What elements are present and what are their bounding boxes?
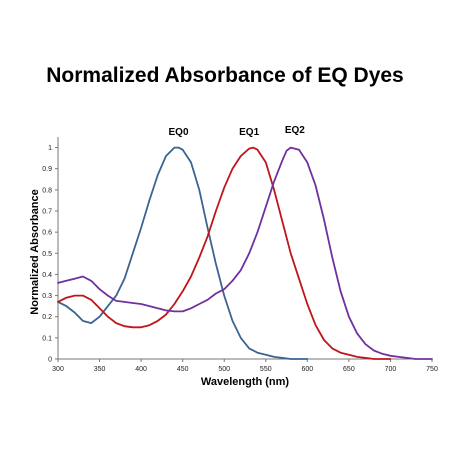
x-tick-label: 350 (94, 366, 106, 373)
y-tick-label: 0.8 (42, 187, 52, 194)
y-tick-label: 0.6 (42, 230, 52, 237)
x-tick-label: 650 (343, 366, 355, 373)
x-tick-label: 600 (301, 366, 313, 373)
x-tick-label: 750 (426, 366, 438, 373)
y-tick-label: 0.5 (42, 251, 52, 258)
series-label-eq2: EQ2 (285, 125, 305, 136)
series-layer: EQ0 EQ1 EQ2 (57, 125, 433, 360)
y-tick-label: 0.7 (42, 209, 52, 216)
chart-title: Normalized Absorbance of EQ Dyes (46, 64, 404, 87)
y-tick-label: 0.9 (42, 166, 52, 173)
y-tick-label: 0.1 (42, 335, 52, 342)
series-label-eq1: EQ1 (239, 127, 259, 138)
x-tick-label: 400 (135, 366, 147, 373)
x-tick-label: 450 (177, 366, 189, 373)
y-tick-label: 0.2 (42, 314, 52, 321)
y-tick-label: 0 (48, 357, 52, 364)
series-line-eq1 (57, 146, 392, 360)
x-axis-label: Wavelength (nm) (201, 376, 290, 388)
x-tick-label: 500 (218, 366, 230, 373)
x-tick-label: 550 (260, 366, 272, 373)
y-tick-label: 0.4 (42, 272, 52, 279)
axes: 300 350 400 450 500 550 600 650 700 750 0 0.1 0.2 0.3… (42, 137, 438, 373)
series-label-eq0: EQ0 (169, 127, 189, 138)
y-tick-label: 0.3 (42, 293, 52, 300)
x-tick-label: 300 (52, 366, 64, 373)
y-axis-label: Normalized Absorbance (29, 189, 41, 315)
x-tick-label: 700 (385, 366, 397, 373)
y-tick-label: 1 (48, 145, 52, 152)
series-line-eq2 (57, 146, 433, 360)
series-line-eq0 (57, 146, 309, 360)
